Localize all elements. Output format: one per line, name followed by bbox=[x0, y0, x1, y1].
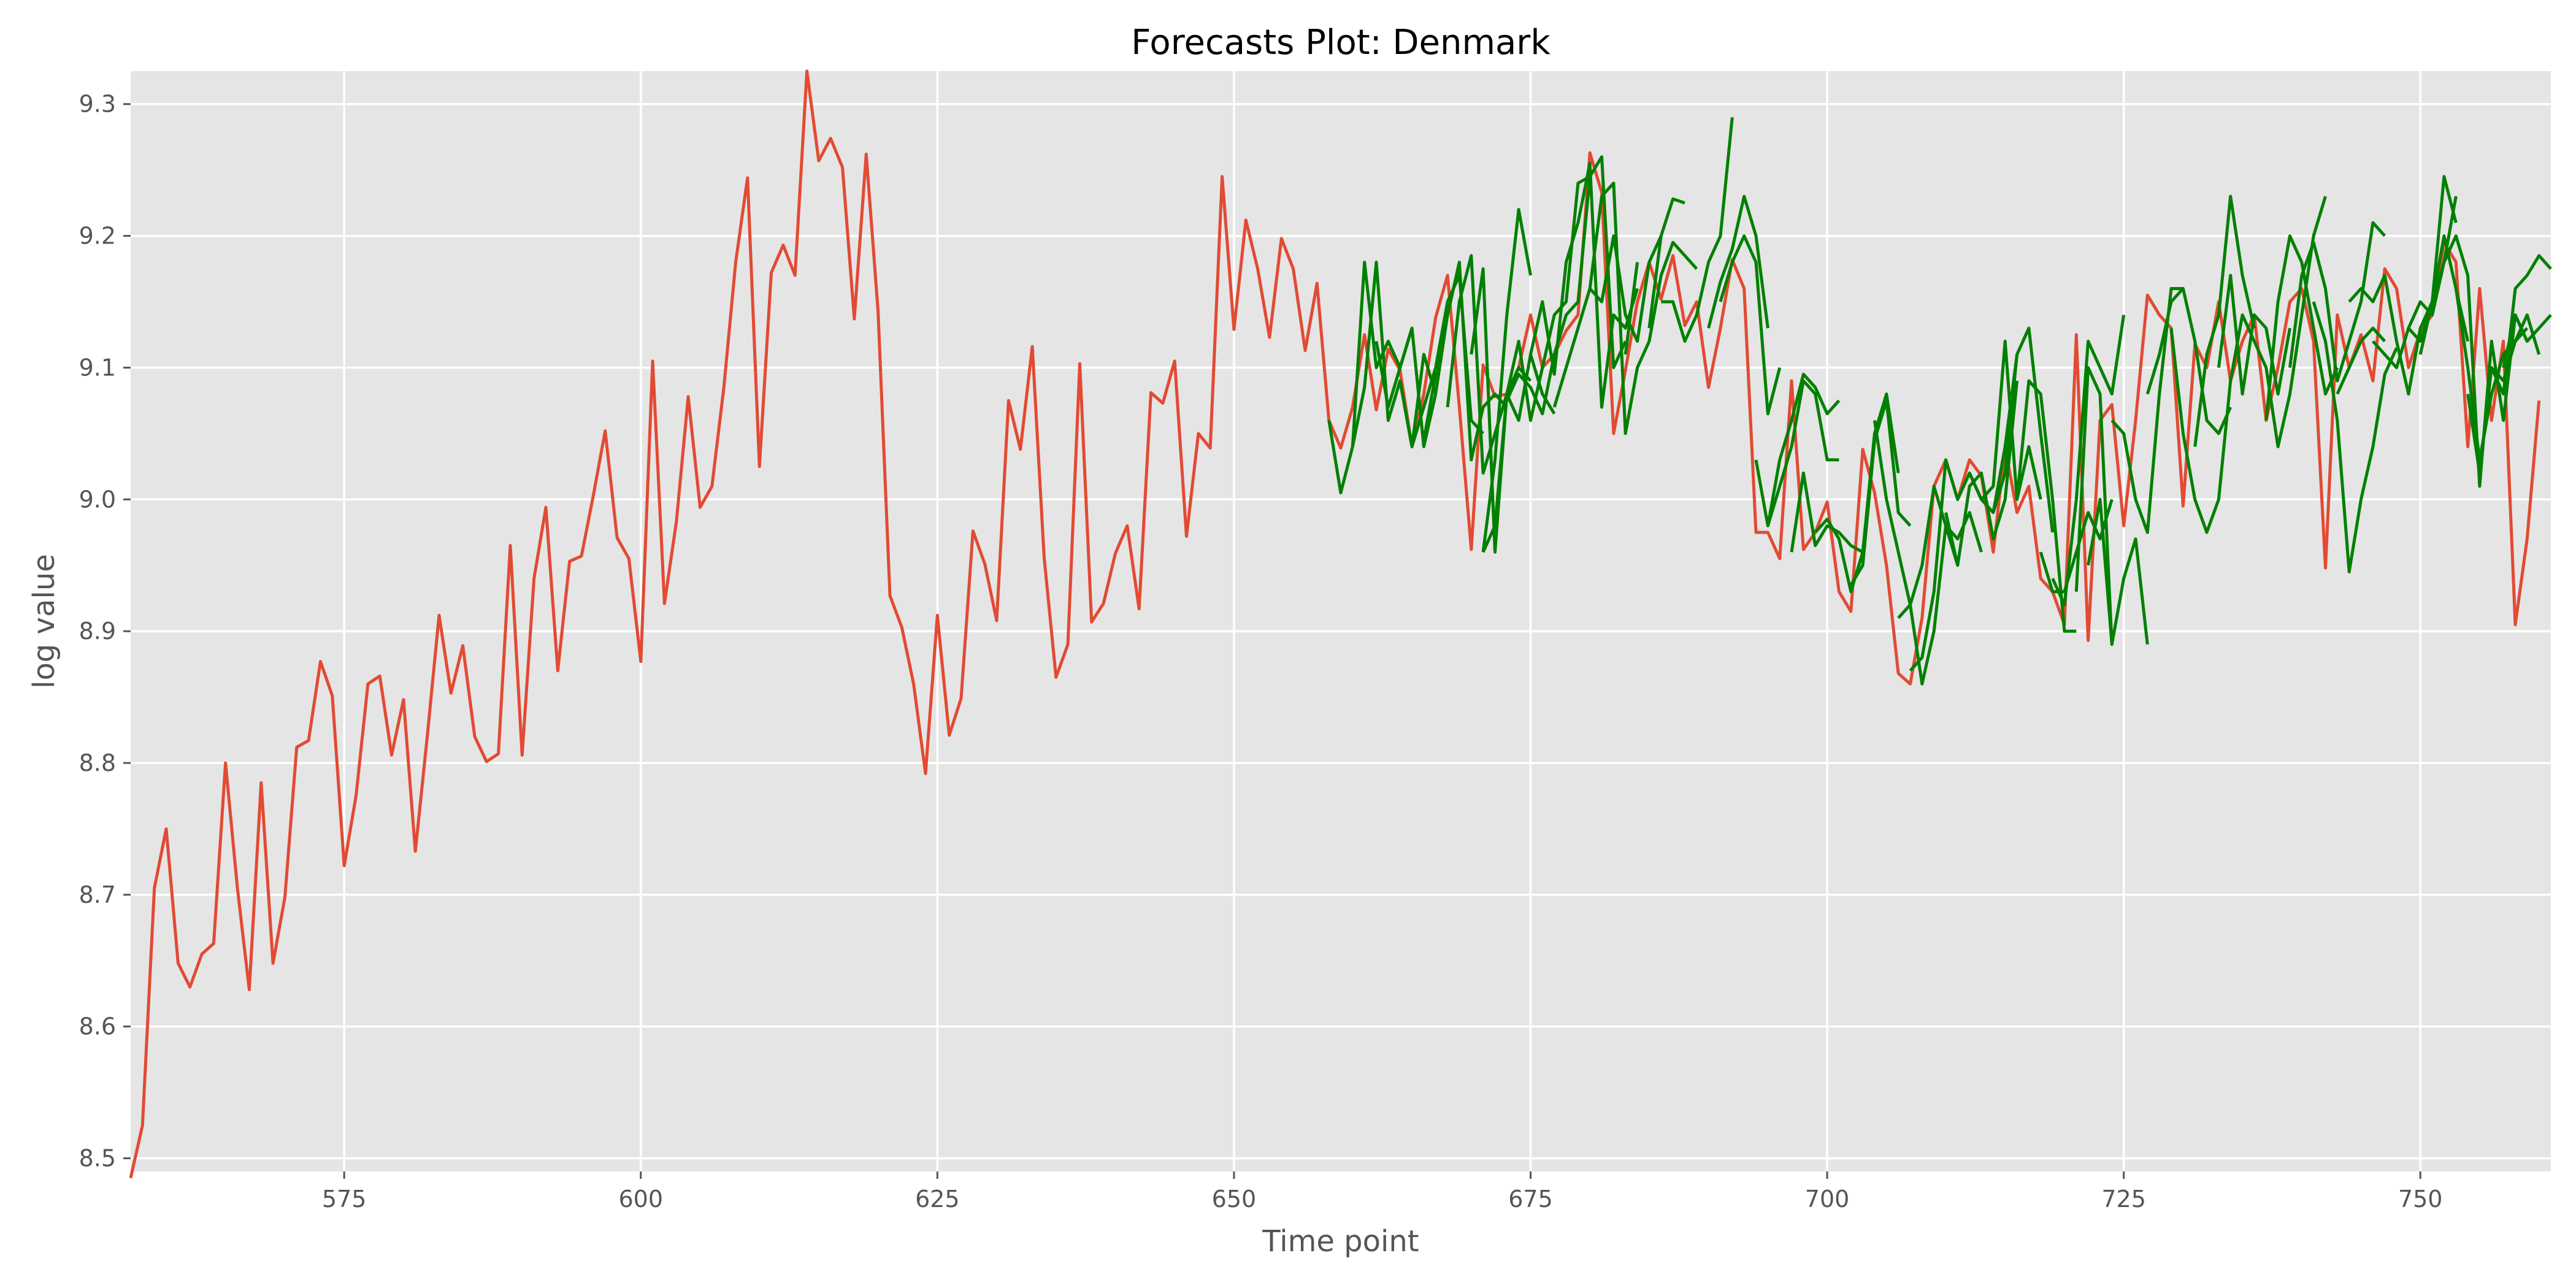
forecast-line bbox=[2217, 274, 2291, 396]
forecast-line bbox=[2312, 301, 2398, 573]
forecast-line bbox=[2193, 194, 2256, 447]
y-tick-label: 9.2 bbox=[79, 223, 116, 250]
y-axis: 8.5 8.6 8.7 8.8 8.9 9.0 9.1 9.2 9.3 bbox=[79, 91, 131, 1172]
y-axis-label: log value bbox=[27, 554, 61, 689]
forecast-series-group bbox=[1327, 117, 2552, 686]
forecast-line bbox=[1991, 326, 2055, 533]
grid-lines bbox=[131, 71, 2551, 1171]
series-layer bbox=[129, 69, 2552, 1179]
forecast-line bbox=[1446, 254, 1532, 475]
forecast-line bbox=[2229, 196, 2327, 448]
forecast-line bbox=[2502, 313, 2552, 368]
chart-title: Forecasts Plot: Denmark bbox=[1131, 23, 1551, 63]
forecast-line bbox=[1897, 485, 1983, 619]
forecast-line bbox=[1909, 354, 2019, 672]
actual-series-group bbox=[129, 69, 2541, 1179]
forecast-line bbox=[1552, 234, 1663, 408]
forecast-line bbox=[1707, 194, 1769, 329]
forecast-line bbox=[2372, 234, 2470, 369]
y-tick-label: 8.9 bbox=[79, 618, 116, 645]
forecast-line bbox=[2336, 326, 2386, 395]
plot-area bbox=[131, 71, 2551, 1171]
x-axis-label: Time point bbox=[1262, 1224, 1419, 1259]
forecast-line bbox=[2288, 221, 2386, 383]
forecast-line bbox=[2490, 254, 2552, 396]
forecast-line bbox=[2051, 315, 2126, 607]
y-tick-label: 9.1 bbox=[79, 354, 116, 381]
forecast-line bbox=[1849, 399, 1912, 586]
forecast-line bbox=[2074, 366, 2114, 645]
x-tick-label: 625 bbox=[915, 1186, 960, 1213]
y-tick-label: 9.0 bbox=[79, 486, 116, 513]
forecast-line bbox=[1790, 471, 1864, 554]
y-tick-label: 9.3 bbox=[79, 91, 116, 118]
forecast-line bbox=[1766, 379, 1839, 526]
forecast-line bbox=[1351, 261, 1438, 448]
x-axis: 575 600 625 650 675 700 725 750 bbox=[322, 1171, 2443, 1213]
forecast-line bbox=[2015, 379, 2077, 633]
forecast-line bbox=[1623, 262, 1639, 355]
y-tick-label: 8.5 bbox=[79, 1145, 116, 1172]
y-tick-label: 8.8 bbox=[79, 749, 116, 776]
actual-line bbox=[129, 69, 2541, 1179]
forecast-line bbox=[1814, 392, 1900, 594]
forecast-line bbox=[2087, 497, 2149, 646]
x-tick-label: 750 bbox=[2398, 1186, 2443, 1213]
forecast-line bbox=[2039, 499, 2114, 594]
forecast-line bbox=[2110, 287, 2183, 534]
y-tick-label: 8.7 bbox=[79, 881, 116, 908]
forecast-line bbox=[1968, 339, 2042, 501]
forecast-line bbox=[1398, 274, 1484, 448]
x-tick-label: 575 bbox=[322, 1186, 367, 1213]
forecast-line bbox=[2407, 196, 2458, 329]
forecast-line bbox=[1588, 182, 1698, 435]
forecast-line bbox=[2348, 175, 2458, 396]
x-tick-label: 675 bbox=[1508, 1186, 1553, 1213]
x-tick-label: 600 bbox=[618, 1186, 663, 1213]
forecast-line bbox=[1873, 420, 1960, 686]
forecast-line bbox=[2169, 328, 2233, 534]
y-tick-label: 8.6 bbox=[79, 1013, 116, 1040]
x-tick-label: 650 bbox=[1212, 1186, 1257, 1213]
forecast-line bbox=[1647, 197, 1685, 329]
forecast-line bbox=[1661, 117, 1734, 343]
forecast-line bbox=[1481, 208, 1532, 553]
x-tick-label: 725 bbox=[2101, 1186, 2146, 1213]
forecast-line bbox=[2264, 234, 2339, 421]
forecast-line bbox=[1719, 234, 1782, 416]
x-tick-label: 700 bbox=[1805, 1186, 1850, 1213]
forecast-line bbox=[1505, 155, 1627, 416]
forecast-line bbox=[2418, 234, 2529, 488]
forecast-line bbox=[1470, 267, 1556, 554]
forecast-line bbox=[1422, 261, 1508, 462]
forecast-line bbox=[2145, 287, 2232, 435]
forecast-line bbox=[1944, 380, 2019, 567]
